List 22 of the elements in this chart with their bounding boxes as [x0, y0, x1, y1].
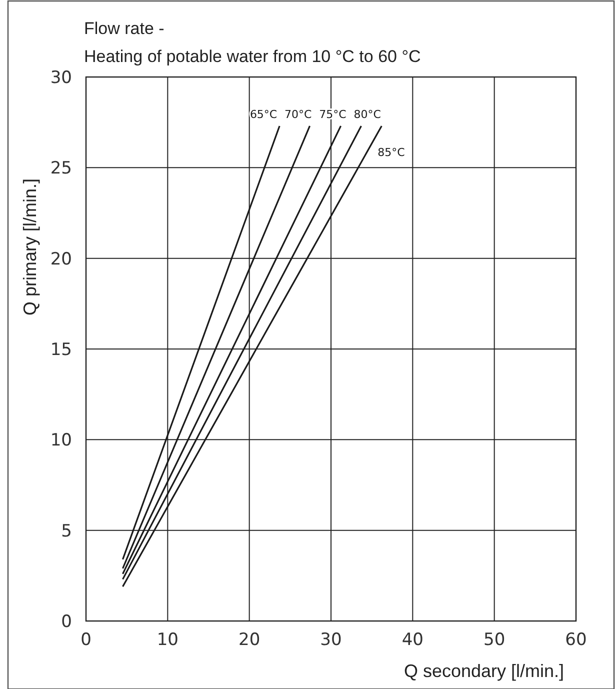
y-tick-label: 15: [50, 340, 72, 360]
x-tick-label: 10: [156, 630, 178, 650]
y-tick-label: 10: [50, 430, 72, 451]
chart-subtitle: Heating of potable water from 10 °C to 60 °C: [84, 47, 421, 66]
x-tick-label: 30: [320, 630, 342, 650]
x-tick-label: 40: [402, 630, 424, 650]
y-tick-label: 25: [50, 158, 72, 179]
x-tick-label: 20: [238, 630, 260, 650]
y-tick-label: 20: [50, 249, 72, 270]
x-tick-label: 50: [484, 630, 506, 650]
x-tick-label: 60: [565, 630, 587, 650]
series-label: 65°C: [250, 108, 278, 121]
x-tick-label: 0: [80, 630, 92, 650]
x-axis-title: Q secondary [l/min.]: [404, 661, 564, 681]
series-label: 85°C: [378, 146, 406, 159]
y-tick-label: 5: [61, 521, 72, 542]
chart-title: Flow rate -: [84, 19, 164, 38]
series-label: 80°C: [354, 108, 382, 121]
series-label: 70°C: [284, 108, 312, 121]
y-axis-title: Q primary [l/min.]: [20, 178, 40, 316]
y-tick-label: 0: [61, 612, 72, 632]
y-tick-label: 30: [50, 68, 72, 88]
